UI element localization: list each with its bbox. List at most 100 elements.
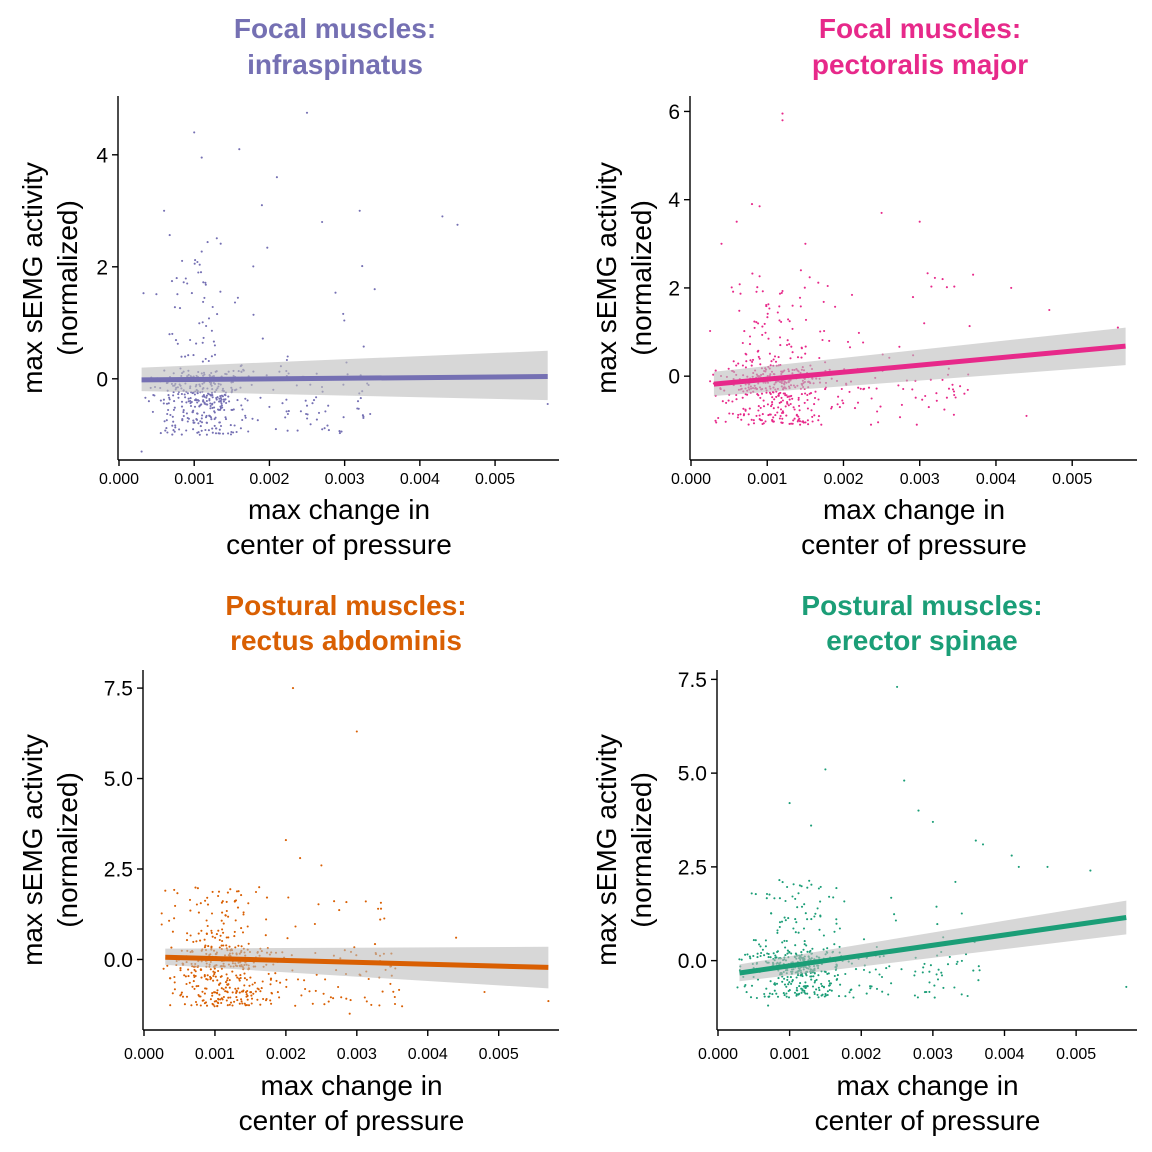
data-point (198, 405, 201, 408)
data-point (219, 998, 222, 1001)
data-point (780, 291, 783, 294)
data-point (305, 404, 309, 407)
data-point (235, 991, 238, 995)
data-point (814, 390, 817, 393)
data-point (800, 356, 803, 359)
x-tick-label: 0.005 (1056, 1046, 1096, 1063)
data-point (823, 970, 826, 973)
data-point (205, 433, 208, 436)
data-point (205, 324, 208, 328)
data-point (717, 416, 720, 420)
data-point (228, 1003, 231, 1006)
data-point (275, 176, 278, 179)
data-point (813, 991, 816, 994)
data-point (226, 1004, 229, 1007)
data-point (777, 977, 780, 980)
data-point (252, 265, 255, 268)
data-point (201, 360, 204, 363)
data-point (796, 989, 799, 992)
data-point (217, 969, 220, 973)
data-point (749, 996, 753, 999)
data-point (212, 340, 215, 343)
data-point (794, 918, 797, 921)
data-point (195, 985, 198, 988)
data-point (767, 303, 770, 306)
data-point (209, 998, 212, 1001)
data-point (212, 1003, 215, 1006)
data-point (181, 259, 184, 262)
data-point (210, 355, 213, 358)
y-tick-label: 6 (668, 101, 680, 124)
data-point (896, 685, 899, 688)
data-point (226, 983, 229, 986)
data-point (933, 276, 936, 279)
data-point (155, 293, 158, 296)
data-point (237, 987, 240, 990)
data-point (214, 991, 217, 994)
data-point (176, 342, 179, 345)
data-point (165, 419, 168, 422)
data-point (709, 329, 712, 333)
data-point (744, 983, 747, 987)
data-point (783, 983, 787, 986)
data-point (894, 919, 897, 922)
data-point (221, 939, 224, 943)
data-point (259, 1003, 262, 1006)
data-point (184, 396, 187, 399)
data-point (338, 432, 341, 435)
data-point (770, 405, 773, 408)
data-point (162, 402, 165, 405)
data-point (788, 422, 791, 425)
data-point (744, 953, 747, 956)
data-point (745, 360, 748, 363)
data-point (869, 987, 872, 990)
data-point (304, 987, 307, 991)
data-point (787, 983, 790, 986)
data-point (806, 393, 809, 397)
data-point (233, 935, 236, 938)
data-point (785, 343, 789, 347)
data-point (313, 922, 316, 926)
data-point (373, 943, 377, 946)
y-tick-label: 7.5 (104, 678, 133, 701)
data-point (393, 995, 396, 999)
data-point (731, 412, 734, 415)
data-point (779, 344, 782, 347)
chart-title-line: Focal muscles: (819, 13, 1021, 44)
data-point (945, 286, 948, 289)
data-point (793, 991, 797, 994)
data-point (935, 973, 938, 976)
data-point (174, 426, 177, 429)
data-point (193, 987, 196, 990)
data-point (238, 148, 241, 151)
data-point (857, 386, 860, 389)
data-point (786, 975, 789, 979)
data-point (217, 1002, 220, 1005)
data-point (160, 923, 163, 926)
data-point (773, 355, 777, 358)
data-point (152, 393, 155, 397)
data-point (214, 975, 217, 978)
data-point (201, 395, 204, 398)
x-axis-title-line: center of pressure (226, 529, 452, 560)
x-axis-title-line: max change in (248, 494, 430, 525)
data-point (285, 978, 288, 981)
data-point (853, 407, 857, 410)
data-point (220, 1001, 223, 1005)
data-point (274, 972, 277, 975)
data-point (790, 422, 793, 425)
data-point (223, 408, 226, 412)
data-point (226, 891, 229, 894)
data-point (191, 411, 194, 414)
data-point (794, 944, 797, 947)
data-point (204, 283, 207, 286)
data-point (787, 989, 790, 993)
data-point (914, 396, 917, 399)
data-point (833, 930, 836, 933)
data-point (764, 420, 767, 423)
data-point (759, 954, 762, 958)
data-point (755, 321, 758, 324)
x-axis-title-line: center of pressure (815, 1105, 1041, 1136)
data-point (173, 306, 176, 309)
data-point (930, 285, 933, 288)
